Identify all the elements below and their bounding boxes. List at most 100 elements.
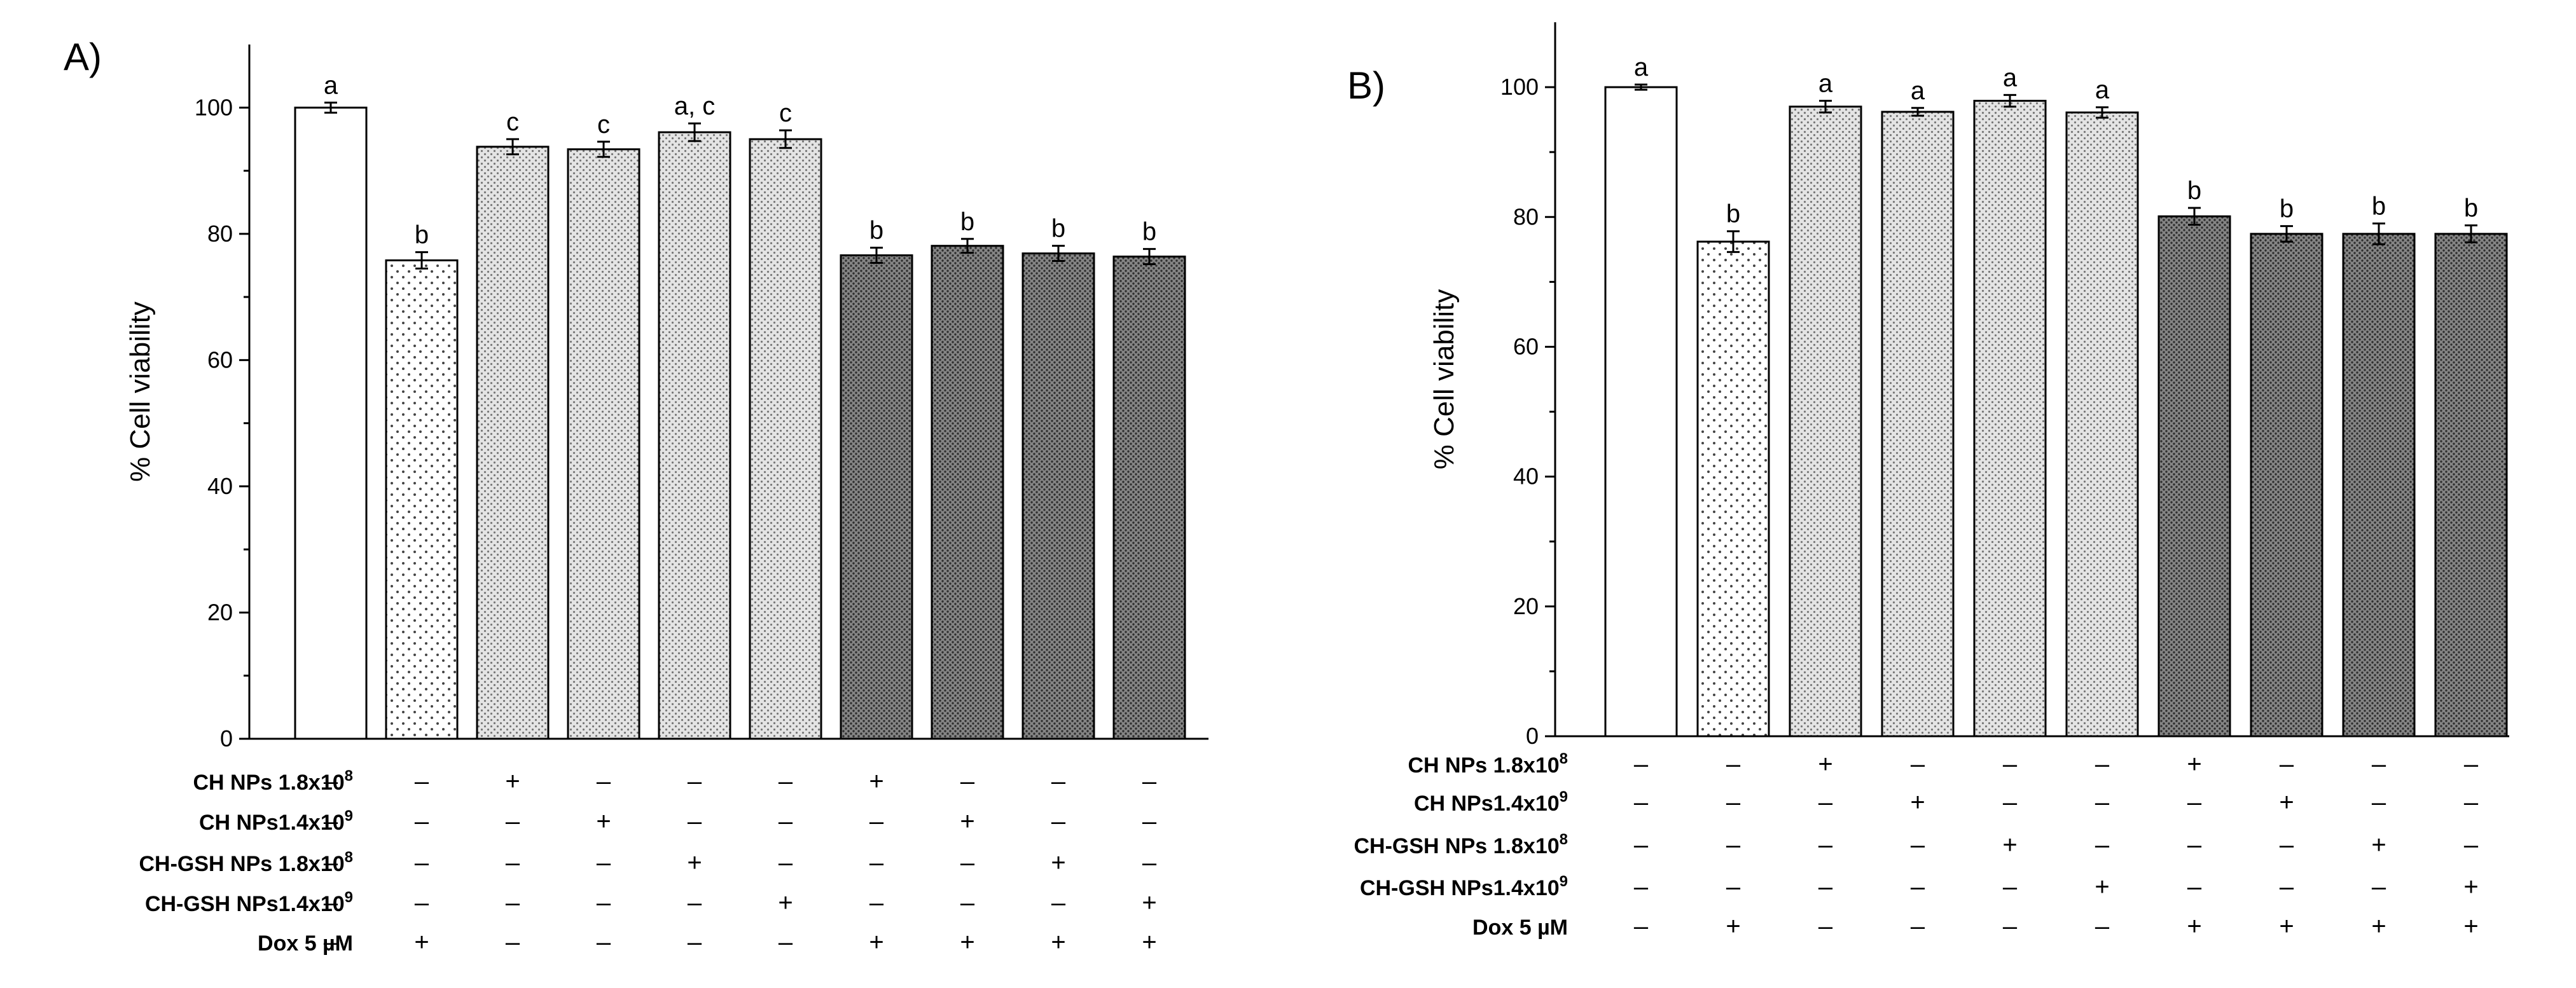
error-bar-1 [324,101,337,114]
treatment-sign-r2-c5: – [2003,788,2018,816]
treatment-sign-r4-c1: – [1634,873,1649,901]
bar-2 [385,259,459,740]
treatment-sign-r3-c9: + [2371,831,2386,859]
treatment-sign-r3-c4: – [597,849,611,877]
error-bar-5 [2004,93,2016,108]
y-tick-label: 80 [1513,203,1539,230]
y-tick-label: 80 [207,221,233,247]
treatment-label-text: CH NPs1.4x10 [199,811,345,835]
treatment-sign-r1-c3: + [505,767,520,795]
treatment-sign-r4-c3: – [506,889,520,917]
treatment-sign-r5-c3: – [506,928,520,956]
y-axis-label: % Cell viability [125,301,156,482]
treatment-sign-r1-c2: – [1726,750,1741,778]
treatment-sign-r4-c8: – [960,889,975,917]
treatment-row-label-1: CH NPs 1.8x108 [1408,750,1568,778]
significance-letter-10: b [2464,195,2478,223]
treatment-sign-r4-c2: – [1726,873,1741,901]
treatment-sign-r3-c5: + [687,849,702,877]
axes [248,45,1208,740]
treatment-label-text: Dox 5 µM [1472,916,1568,940]
treatment-row-label-4: CH-GSH NPs1.4x109 [145,889,353,916]
treatment-sign-r4-c6: + [2095,873,2109,901]
treatment-label-text: CH-GSH NPs 1.8x10 [1354,834,1560,858]
error-bar-2 [415,251,428,270]
error-bar-3 [1819,100,1832,114]
significance-letter-6: c [779,99,792,127]
treatment-sign-r4-c5: – [2003,873,2018,901]
treatment-label-exponent: 9 [345,807,353,825]
treatment-sign-r2-c1: – [1634,788,1649,816]
treatment-sign-r1-c5: – [688,767,702,795]
significance-letter-3: a [1818,70,1833,98]
y-tick-label: 20 [207,599,233,625]
treatment-sign-r5-c10: + [2463,912,2478,940]
treatment-label-exponent: 9 [1560,788,1568,806]
treatment-sign-r1-c7: + [869,767,883,795]
bar-2 [1696,240,1770,738]
treatment-sign-r4-c9: – [2372,873,2386,901]
significance-letter-9: b [2372,192,2386,220]
bar-1 [1604,86,1678,738]
treatment-sign-r5-c4: – [597,928,611,956]
error-bar-10 [1143,248,1156,265]
treatment-sign-r5-c1: – [324,928,338,956]
treatment-sign-r3-c4: – [1911,831,1925,859]
bar-6 [2065,111,2139,738]
treatment-sign-r1-c6: – [779,767,793,795]
error-bar-4 [1911,107,1924,117]
treatment-sign-r4-c9: – [1051,889,1066,917]
treatment-sign-r5-c7: + [2187,912,2201,940]
treatment-sign-r3-c5: + [2002,831,2017,859]
treatment-sign-r5-c7: + [869,928,883,956]
significance-letter-6: a [2095,76,2110,104]
treatment-sign-r2-c3: – [506,807,520,835]
treatment-sign-r1-c4: – [1911,750,1925,778]
treatment-row-label-4: CH-GSH NPs1.4x109 [1360,873,1568,900]
panel-label: A) [64,36,102,78]
significance-letter-7: b [2187,177,2201,205]
bar-4 [567,148,641,740]
treatment-label-text: CH-GSH NPs 1.8x10 [139,852,345,876]
bar-8 [2250,233,2323,738]
treatment-sign-r1-c6: – [2095,750,2110,778]
treatment-sign-r2-c4: + [596,807,611,835]
treatment-sign-r3-c3: – [1818,831,1833,859]
treatment-sign-r2-c2: – [1726,788,1741,816]
treatment-row-label-2: CH NPs1.4x109 [1414,788,1568,816]
treatment-sign-r4-c2: – [415,889,429,917]
error-bar-8 [961,238,974,254]
treatment-sign-r4-c4: – [597,889,611,917]
bar-3 [476,146,550,740]
treatment-sign-r1-c1: – [1634,750,1649,778]
treatment-sign-r3-c6: – [779,849,793,877]
treatment-sign-r2-c4: + [1910,788,1925,816]
treatment-label-exponent: 9 [345,889,353,906]
treatment-sign-r4-c3: – [1818,873,1833,901]
treatment-sign-r2-c9: – [1051,807,1066,835]
treatment-sign-r3-c2: – [415,849,429,877]
treatment-sign-r5-c9: + [1051,928,1065,956]
error-bar-3 [506,138,519,156]
panel-label: B) [1347,64,1385,107]
treatment-sign-r5-c6: – [2095,912,2110,940]
error-bar-9 [2372,222,2385,245]
error-bar-2 [1727,230,1740,253]
y-tick-label: 100 [195,94,233,120]
error-bar-4 [597,141,610,158]
y-tick-label: 0 [220,725,233,751]
bar-3 [1789,106,1862,738]
error-bar-6 [2096,106,2109,119]
treatment-sign-r5-c1: – [1634,912,1649,940]
treatment-sign-r2-c6: – [779,807,793,835]
treatment-sign-r1-c8: – [960,767,975,795]
treatment-label-exponent: 8 [1560,750,1568,767]
significance-letter-7: b [869,217,883,245]
significance-letter-9: b [1051,215,1065,243]
treatment-sign-r4-c6: + [778,889,793,917]
treatment-label-exponent: 9 [1560,873,1568,890]
treatment-label-text: CH NPs1.4x10 [1414,792,1560,816]
treatment-sign-r4-c10: + [2463,873,2478,901]
treatment-sign-r5-c2: + [414,928,429,956]
